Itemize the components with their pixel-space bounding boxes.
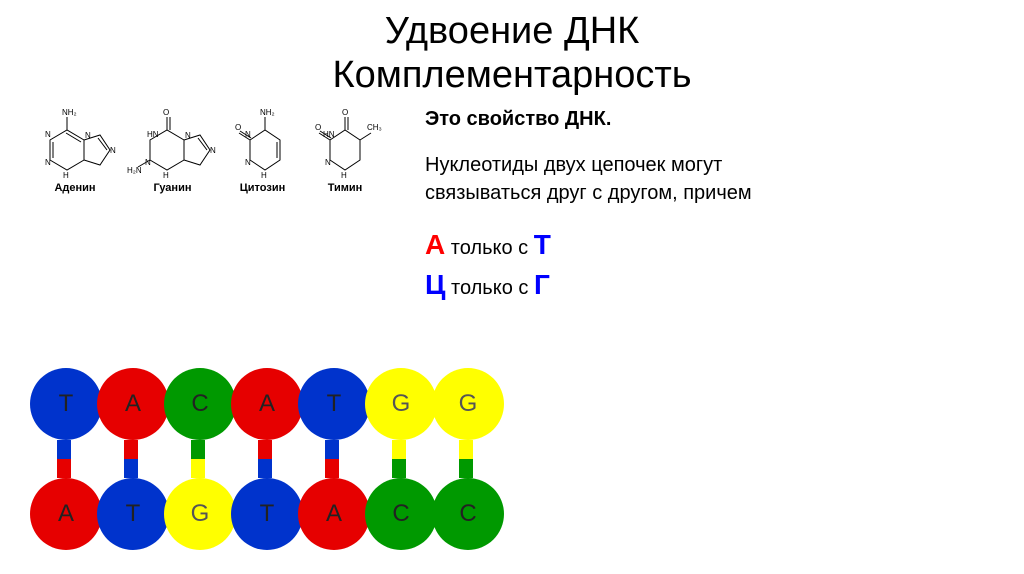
svg-text:H: H	[341, 171, 347, 180]
svg-text:N: N	[85, 131, 91, 140]
nucleotide-chain: TACATGG ATGTACC	[30, 368, 499, 550]
svg-text:O: O	[315, 123, 321, 132]
nucleotide-t: T	[30, 368, 102, 440]
pair2-mid-text: только с	[451, 277, 534, 299]
nucleotide-c: C	[164, 368, 236, 440]
nucleotide-a: A	[97, 368, 169, 440]
connector	[164, 440, 231, 478]
svg-text:H: H	[63, 171, 69, 180]
svg-text:O: O	[163, 108, 169, 117]
molecule-thymine: O O HN N H CH₃ Тимин	[305, 105, 385, 194]
svg-text:N: N	[110, 146, 116, 155]
pair-rule-2: Ц только с Г	[425, 265, 752, 304]
molecule-structures: NH₂ N N N N H Аденин O HN	[30, 105, 385, 194]
svg-text:O: O	[342, 108, 348, 117]
molecule-guanine: O HN H₂N N N H N Гуанин	[125, 105, 220, 194]
svg-text:NH₂: NH₂	[62, 108, 77, 117]
svg-text:N: N	[185, 131, 191, 140]
nucleotide-a: A	[298, 478, 370, 550]
molecule-label-guanine: Гуанин	[125, 182, 220, 194]
connector	[97, 440, 164, 478]
desc-line-1: Нуклеотиды двух цепочек могут	[425, 154, 722, 176]
description-block: Это свойство ДНК. Нуклеотиды двух цепоче…	[425, 105, 752, 303]
svg-text:N: N	[245, 158, 251, 167]
molecule-cytosine: NH₂ O N N H Цитозин	[225, 105, 300, 194]
nucleotide-g: G	[432, 368, 504, 440]
molecule-label-adenine: Аденин	[30, 182, 120, 194]
svg-text:N: N	[210, 146, 216, 155]
nucleotide-c: C	[365, 478, 437, 550]
pair1-base-t: Т	[534, 229, 551, 260]
svg-text:HN: HN	[323, 130, 335, 139]
svg-text:HN: HN	[147, 130, 159, 139]
svg-text:N: N	[145, 158, 151, 167]
connector	[432, 440, 499, 478]
svg-text:H: H	[261, 171, 267, 180]
svg-text:N: N	[45, 158, 51, 167]
svg-text:CH₃: CH₃	[367, 123, 382, 132]
svg-text:N: N	[45, 130, 51, 139]
pair-rule-1: А только с Т	[425, 225, 752, 264]
chain-top-strand: TACATGG	[30, 368, 499, 440]
svg-text:N: N	[245, 130, 251, 139]
pair1-mid-text: только с	[451, 237, 534, 259]
nucleotide-g: G	[164, 478, 236, 550]
title-line-1: Удвоение ДНК	[0, 10, 1024, 54]
chain-connectors	[30, 440, 499, 478]
chain-bottom-strand: ATGTACC	[30, 478, 499, 550]
svg-text:N: N	[325, 158, 331, 167]
desc-line-2: связываться друг с другом, причем	[425, 182, 752, 204]
nucleotide-c: C	[432, 478, 504, 550]
pair1-base-a: А	[425, 229, 445, 260]
nucleotide-a: A	[30, 478, 102, 550]
molecule-label-thymine: Тимин	[305, 182, 385, 194]
nucleotide-t: T	[231, 478, 303, 550]
svg-text:H₂N: H₂N	[127, 166, 142, 175]
nucleotide-g: G	[365, 368, 437, 440]
connector	[30, 440, 97, 478]
connector	[231, 440, 298, 478]
pair2-base-c: Ц	[425, 269, 445, 300]
svg-text:NH₂: NH₂	[260, 108, 275, 117]
nucleotide-t: T	[97, 478, 169, 550]
svg-text:O: O	[235, 123, 241, 132]
title-line-2: Комплементарность	[0, 54, 1024, 98]
svg-text:H: H	[163, 171, 169, 180]
molecule-adenine: NH₂ N N N N H Аденин	[30, 105, 120, 194]
nucleotide-a: A	[231, 368, 303, 440]
molecule-label-cytosine: Цитозин	[225, 182, 300, 194]
nucleotide-t: T	[298, 368, 370, 440]
property-text: Это свойство ДНК.	[425, 105, 752, 133]
connector	[365, 440, 432, 478]
connector	[298, 440, 365, 478]
pair2-base-g: Г	[534, 269, 550, 300]
